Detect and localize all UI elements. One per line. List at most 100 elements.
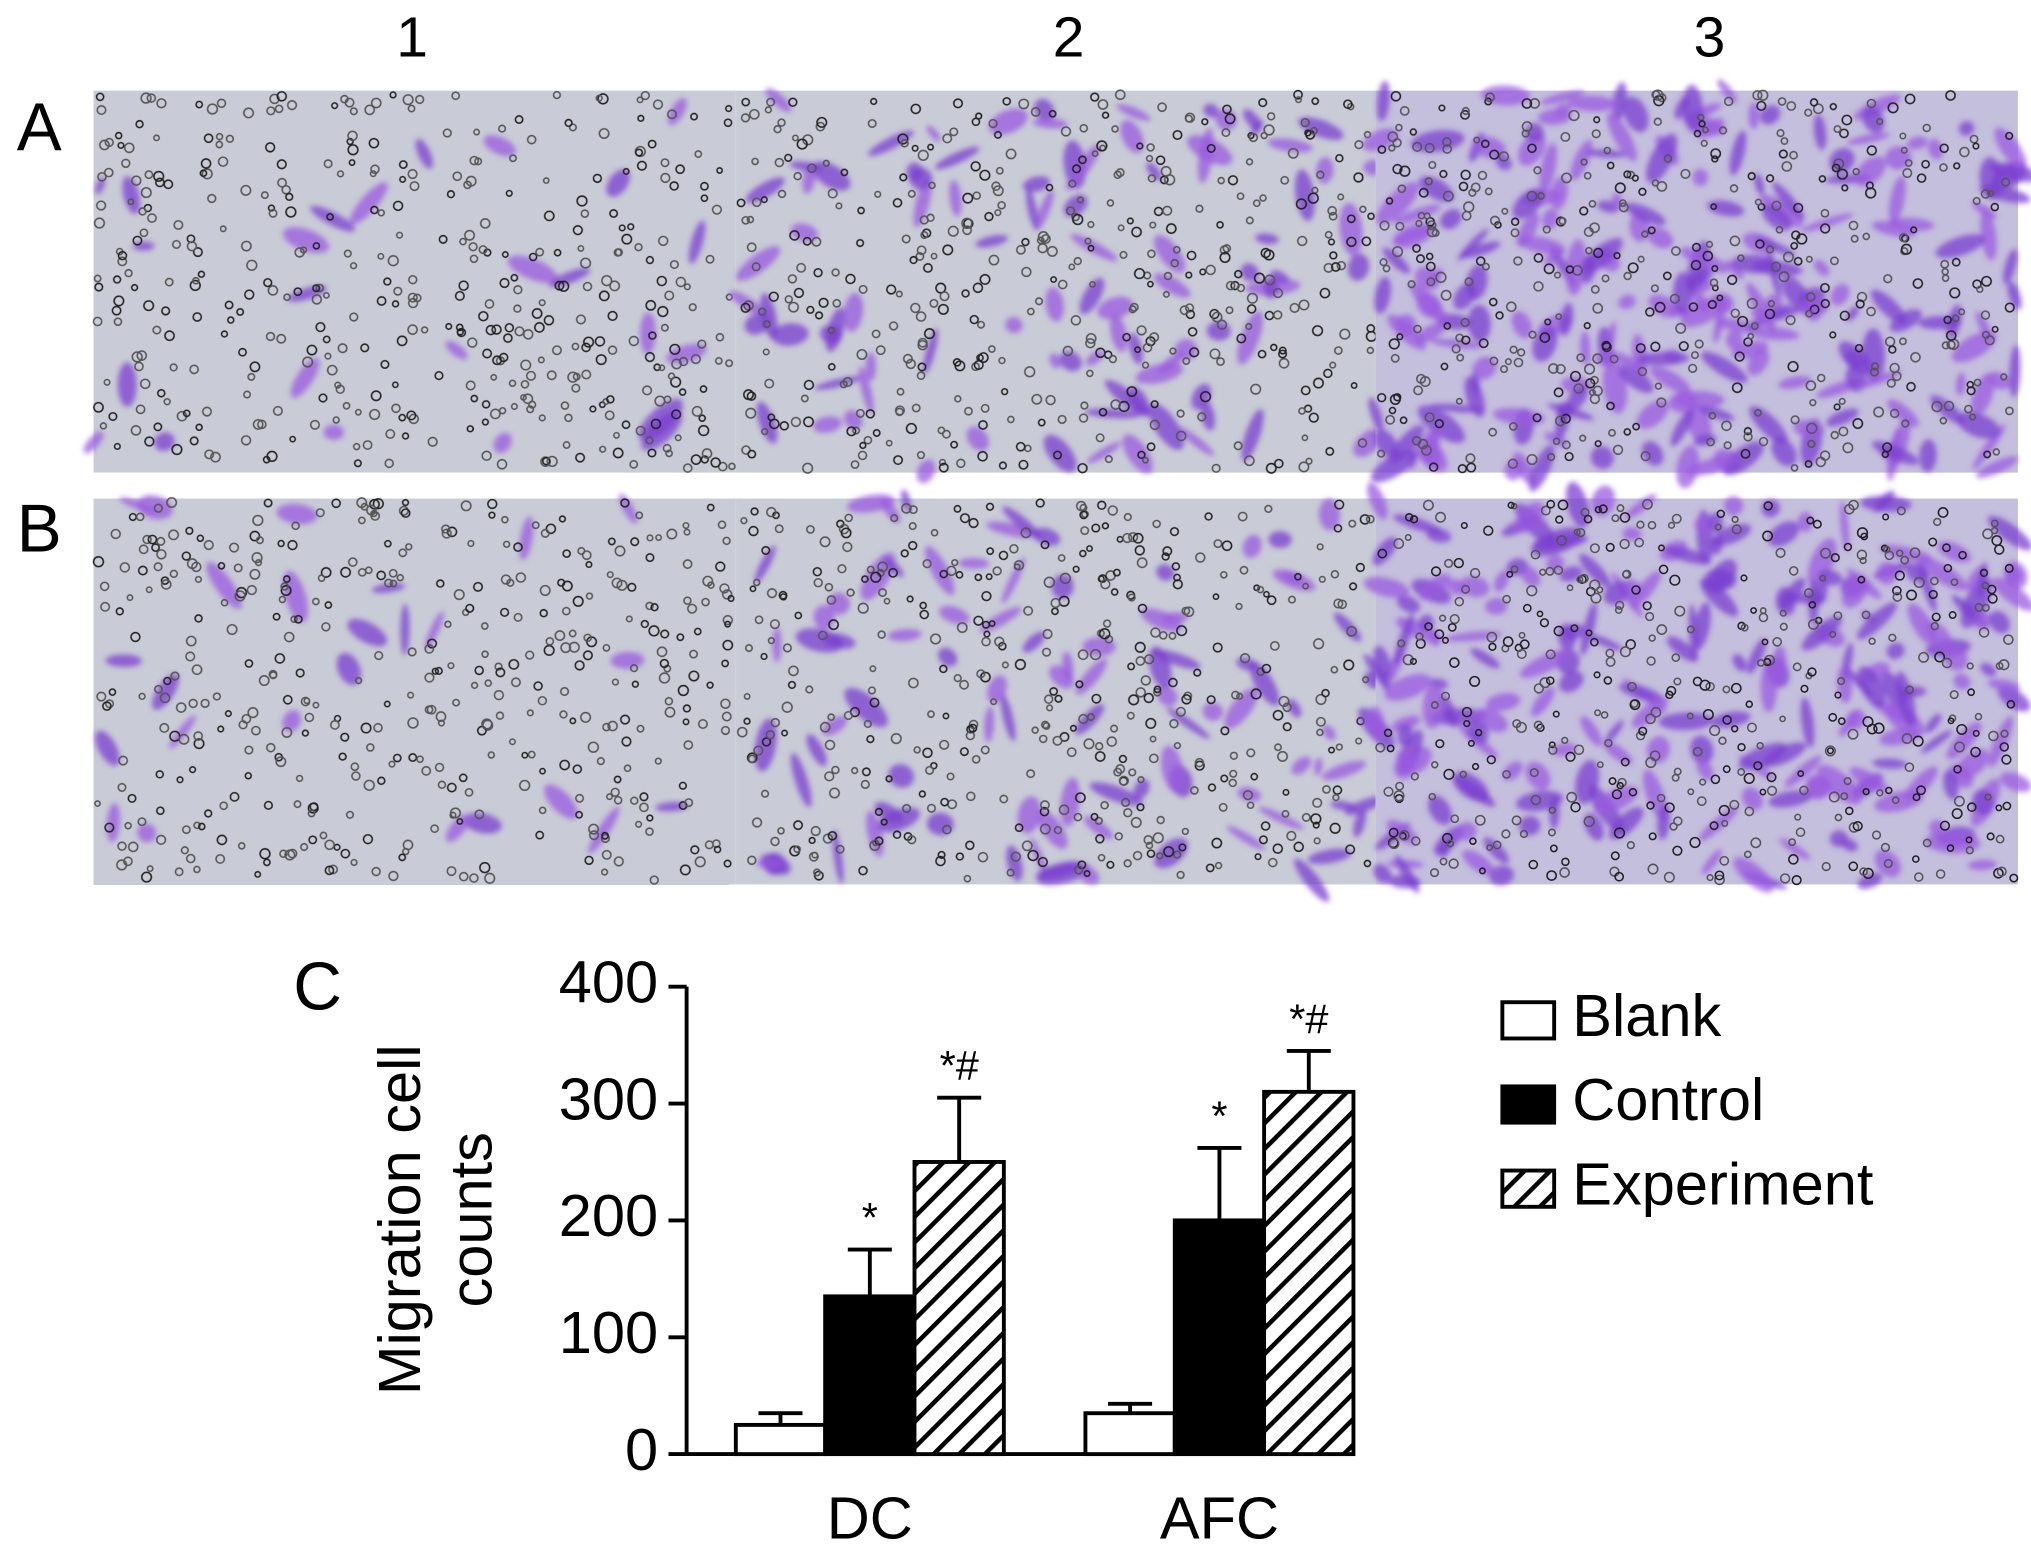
pore bbox=[1730, 308, 1740, 318]
pore bbox=[1610, 851, 1620, 861]
pore bbox=[407, 292, 418, 303]
pore bbox=[331, 102, 339, 110]
pore bbox=[1686, 625, 1695, 634]
pore bbox=[1376, 449, 1386, 458]
stained-cell bbox=[1226, 825, 1265, 850]
pore bbox=[767, 636, 776, 645]
pore bbox=[1308, 412, 1319, 423]
stained-cell bbox=[152, 673, 180, 710]
pore bbox=[1755, 239, 1765, 249]
pore bbox=[721, 659, 730, 668]
stained-cell bbox=[924, 546, 955, 596]
pore bbox=[1111, 125, 1119, 133]
pore bbox=[522, 329, 534, 340]
stained-cell bbox=[154, 432, 175, 452]
pore bbox=[1173, 741, 1182, 750]
pore bbox=[1045, 394, 1056, 406]
pore bbox=[398, 548, 408, 558]
stained-cell bbox=[922, 328, 939, 375]
pore bbox=[112, 275, 122, 284]
pore bbox=[431, 667, 439, 675]
pore bbox=[1316, 170, 1325, 179]
pore bbox=[679, 864, 691, 876]
pore bbox=[774, 157, 785, 168]
pore bbox=[600, 833, 611, 843]
stained-cell bbox=[1845, 668, 1875, 698]
pore bbox=[1698, 120, 1706, 128]
pore bbox=[430, 824, 439, 833]
pore bbox=[186, 240, 198, 252]
pore bbox=[988, 254, 1000, 266]
pore bbox=[1007, 415, 1015, 424]
pore bbox=[1039, 806, 1050, 817]
pore bbox=[899, 173, 908, 182]
pore bbox=[811, 851, 819, 859]
stained-cell bbox=[1409, 282, 1449, 326]
pore bbox=[495, 711, 505, 720]
pore bbox=[1431, 761, 1439, 769]
stained-cell bbox=[1666, 636, 1698, 662]
pore bbox=[956, 622, 968, 633]
pore bbox=[312, 701, 320, 709]
pore bbox=[802, 462, 814, 474]
pore bbox=[824, 771, 835, 782]
pore bbox=[653, 363, 662, 372]
pore bbox=[1809, 398, 1817, 407]
pore bbox=[1235, 602, 1243, 611]
pore bbox=[671, 409, 682, 420]
pore bbox=[683, 596, 692, 605]
stained-cell bbox=[1026, 188, 1039, 230]
pore bbox=[697, 424, 710, 437]
pore bbox=[293, 287, 303, 297]
pore bbox=[1576, 353, 1586, 363]
y-tick-label: 100 bbox=[559, 1299, 658, 1366]
pore bbox=[1257, 349, 1267, 359]
pore bbox=[1252, 199, 1261, 208]
pore bbox=[1243, 455, 1255, 467]
pore bbox=[1856, 549, 1868, 561]
pore bbox=[1365, 514, 1375, 524]
pore bbox=[1134, 346, 1142, 354]
stained-cell bbox=[1467, 720, 1489, 744]
pore bbox=[155, 834, 167, 845]
pore bbox=[762, 320, 771, 329]
pore bbox=[508, 379, 517, 388]
pore bbox=[1456, 353, 1465, 362]
stained-cell bbox=[1109, 314, 1128, 353]
pore bbox=[575, 452, 586, 463]
pore bbox=[995, 166, 1004, 175]
pore bbox=[1589, 579, 1601, 591]
pore bbox=[2004, 563, 2014, 573]
stained-cell bbox=[1426, 528, 1452, 543]
stained-cell bbox=[1701, 351, 1748, 383]
pore bbox=[1113, 170, 1122, 179]
pore bbox=[1485, 92, 1495, 103]
pore bbox=[621, 233, 633, 245]
pore bbox=[267, 204, 276, 212]
pore bbox=[513, 612, 523, 622]
pore bbox=[863, 719, 872, 729]
pore bbox=[317, 574, 326, 582]
pore bbox=[997, 200, 1006, 210]
pore bbox=[806, 305, 815, 314]
pore bbox=[1127, 532, 1139, 543]
pore bbox=[602, 722, 611, 732]
pore bbox=[954, 395, 962, 403]
pore bbox=[1990, 202, 2000, 212]
pore bbox=[474, 157, 483, 166]
pore bbox=[1163, 846, 1175, 858]
pore bbox=[383, 277, 392, 286]
pore bbox=[1533, 281, 1544, 292]
pore bbox=[479, 218, 491, 229]
pore bbox=[152, 325, 162, 335]
pore bbox=[501, 251, 509, 258]
pore bbox=[1316, 728, 1324, 737]
pore bbox=[299, 246, 308, 254]
pore bbox=[1079, 549, 1087, 558]
pore bbox=[1553, 565, 1564, 575]
pore bbox=[478, 310, 489, 322]
pore bbox=[1135, 687, 1146, 698]
stained-cell bbox=[1555, 407, 1570, 440]
pore bbox=[1483, 525, 1494, 536]
